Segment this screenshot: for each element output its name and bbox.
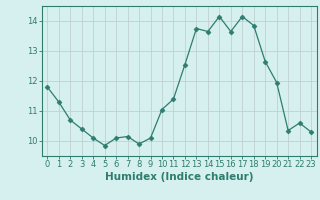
X-axis label: Humidex (Indice chaleur): Humidex (Indice chaleur) [105,172,253,182]
